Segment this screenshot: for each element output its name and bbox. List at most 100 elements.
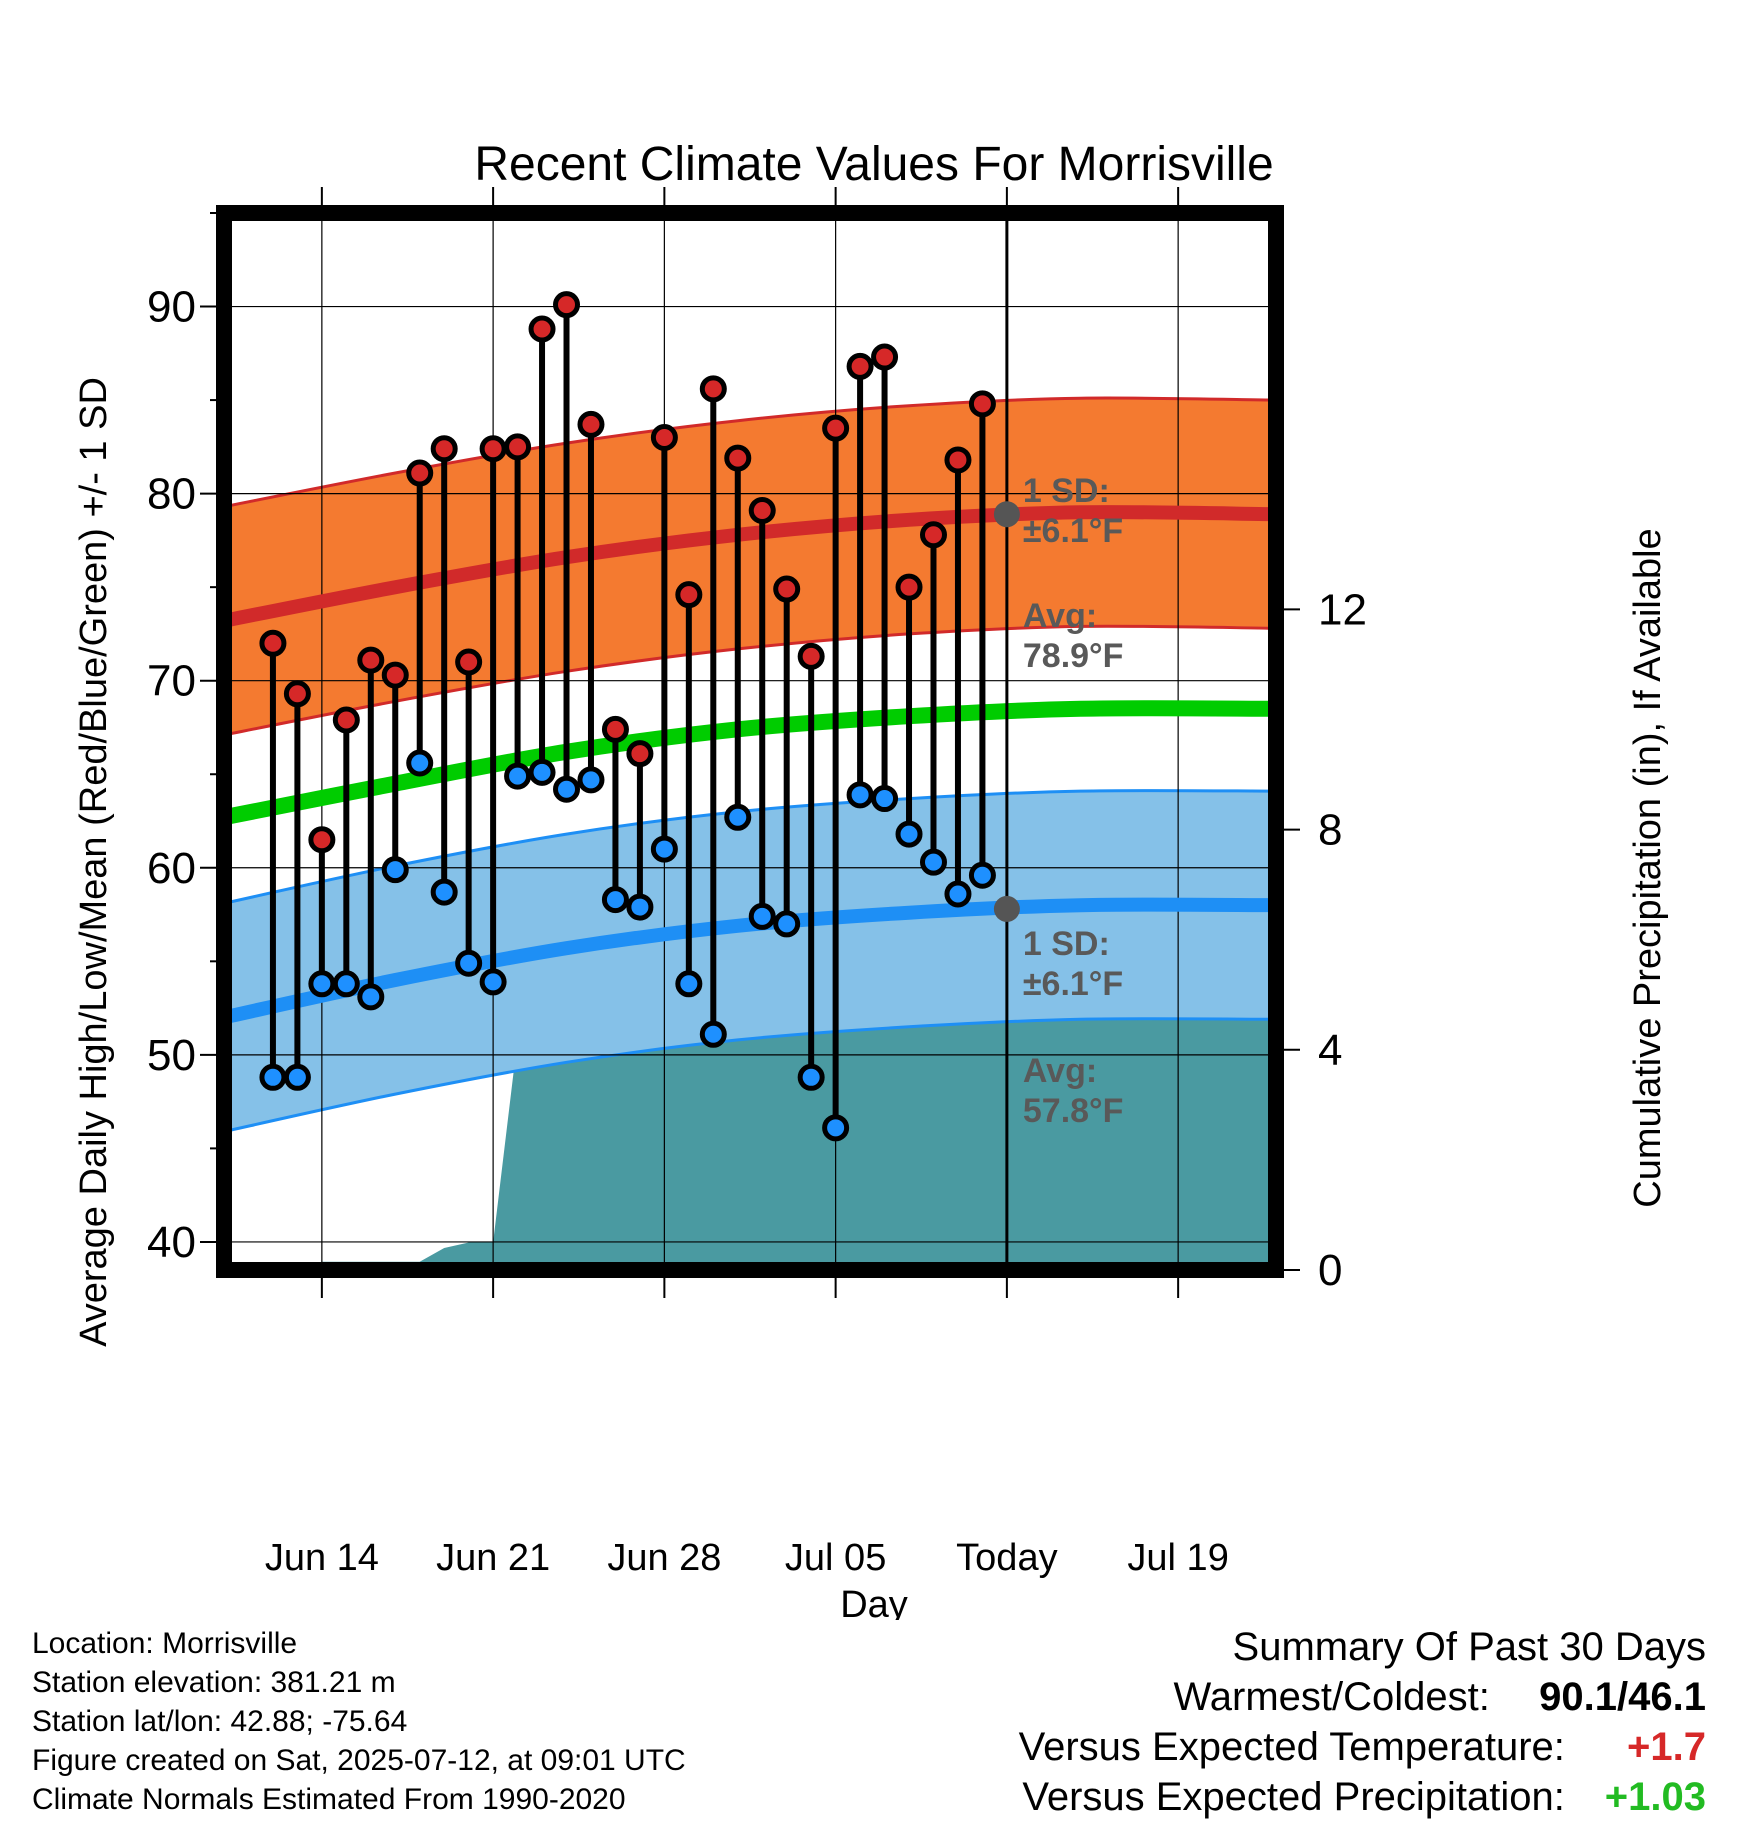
- high-point: [479, 435, 507, 463]
- summary-title: Summary Of Past 30 Days: [1232, 1625, 1706, 1669]
- chart-title: Recent Climate Values For Morrisville: [474, 138, 1273, 191]
- low-point: [455, 949, 483, 977]
- y2-tick-label: 4: [1318, 1026, 1342, 1075]
- x-tick-label: Today: [956, 1537, 1057, 1579]
- low-sd-annotation: 1 SD:: [1023, 925, 1110, 963]
- high-point: [748, 496, 776, 524]
- low-point: [773, 910, 801, 938]
- low-point: [430, 878, 458, 906]
- high-point: [773, 575, 801, 603]
- high-point: [357, 646, 385, 674]
- high-point: [406, 459, 434, 487]
- y2-tick-label: 8: [1318, 806, 1342, 855]
- y2-tick-label: 12: [1318, 585, 1367, 634]
- high-point: [528, 315, 556, 343]
- high-avg-annotation: Avg:: [1023, 597, 1097, 635]
- y-tick-label: 70: [147, 657, 196, 706]
- info-normals: Climate Normals Estimated From 1990-2020: [32, 1783, 626, 1816]
- x-tick-label: Jun 21: [436, 1537, 550, 1579]
- info-elevation: Station elevation: 381.21 m: [32, 1666, 396, 1699]
- high-point: [724, 444, 752, 472]
- high-sd-annotation: ±6.1°F: [1023, 512, 1123, 550]
- low-point: [308, 970, 336, 998]
- info-location: Location: Morrisville: [32, 1627, 298, 1660]
- x-axis-label: Day: [840, 1584, 908, 1620]
- low-point: [675, 970, 703, 998]
- low-point: [724, 803, 752, 831]
- high-point: [577, 410, 605, 438]
- summary-temp-value: +1.7: [1627, 1725, 1706, 1769]
- low-point: [577, 766, 605, 794]
- y2-tick-label: 0: [1318, 1246, 1342, 1295]
- info-latlon: Station lat/lon: 42.88; -75.64: [32, 1705, 408, 1738]
- low-point: [259, 1063, 287, 1091]
- low-point: [553, 775, 581, 803]
- x-tick-label: Jul 19: [1127, 1537, 1228, 1579]
- high-point: [504, 433, 532, 461]
- high-point: [259, 629, 287, 657]
- summary-warmest-row: Warmest/Coldest: 90.1/46.1: [1019, 1672, 1707, 1722]
- low-point: [528, 758, 556, 786]
- info-created: Figure created on Sat, 2025-07-12, at 09…: [32, 1744, 686, 1777]
- low-avg-annotation: 57.8°F: [1023, 1092, 1124, 1130]
- low-point: [406, 749, 434, 777]
- high-sd-band: [232, 396, 1268, 735]
- low-point: [504, 762, 532, 790]
- high-point: [332, 706, 360, 734]
- high-point: [944, 446, 972, 474]
- low-point: [357, 983, 385, 1011]
- high-point: [650, 423, 678, 451]
- summary-panel: Summary Of Past 30 Days Warmest/Coldest:…: [1019, 1622, 1706, 1822]
- y-tick-label: 50: [147, 1031, 196, 1080]
- high-point: [871, 343, 899, 371]
- today-days-label: 30: [1019, 1382, 1059, 1423]
- summary-precip-value: +1.03: [1604, 1775, 1706, 1819]
- low-point: [283, 1063, 311, 1091]
- low-point: [332, 970, 360, 998]
- y-tick-label: 80: [147, 470, 196, 519]
- low-point: [822, 1114, 850, 1142]
- today-days-label: Days: [1019, 1427, 1105, 1468]
- y-tick-label: 40: [147, 1218, 196, 1267]
- low-point: [944, 880, 972, 908]
- high-point: [308, 826, 336, 854]
- summary-temp-row: Versus Expected Temperature: +1.7: [1019, 1722, 1706, 1772]
- low-normal-line: [232, 897, 1268, 1023]
- low-avg-annotation: Avg:: [1023, 1052, 1097, 1090]
- x-tick-label: Jun 14: [265, 1537, 379, 1579]
- high-point: [455, 648, 483, 676]
- high-point: [601, 715, 629, 743]
- summary-warmest-value: 90.1/46.1: [1539, 1675, 1706, 1719]
- low-point: [601, 886, 629, 914]
- low-point: [797, 1063, 825, 1091]
- low-point: [381, 856, 409, 884]
- today-low-avg-point: [993, 895, 1020, 922]
- high-point: [895, 573, 923, 601]
- low-point: [895, 820, 923, 848]
- low-point: [919, 848, 947, 876]
- low-point: [846, 781, 874, 809]
- y-tick-label: 90: [147, 283, 196, 332]
- high-avg-annotation: 78.9°F: [1023, 637, 1124, 675]
- summary-warmest-label: Warmest/Coldest:: [1173, 1675, 1490, 1719]
- y2-axis-label: Cumulative Precipitation (in), If Availa…: [1627, 528, 1669, 1207]
- high-point: [430, 435, 458, 463]
- low-point: [748, 902, 776, 930]
- high-point: [968, 390, 996, 418]
- low-point: [650, 835, 678, 863]
- high-point: [822, 414, 850, 442]
- high-point: [626, 740, 654, 768]
- summary-precip-label: Versus Expected Precipitation:: [1022, 1775, 1565, 1819]
- low-point: [626, 893, 654, 921]
- station-info: Location: Morrisville Station elevation:…: [32, 1624, 686, 1819]
- today-high-avg-point: [993, 501, 1020, 528]
- high-point: [381, 661, 409, 689]
- x-tick-label: Jul 05: [785, 1537, 886, 1579]
- high-point: [797, 642, 825, 670]
- low-sd-annotation: ±6.1°F: [1023, 965, 1123, 1003]
- y-axis-label: Average Daily High/Low/Mean (Red/Blue/Gr…: [73, 377, 115, 1347]
- summary-precip-row: Versus Expected Precipitation: +1.03: [1019, 1772, 1706, 1822]
- high-point: [553, 291, 581, 319]
